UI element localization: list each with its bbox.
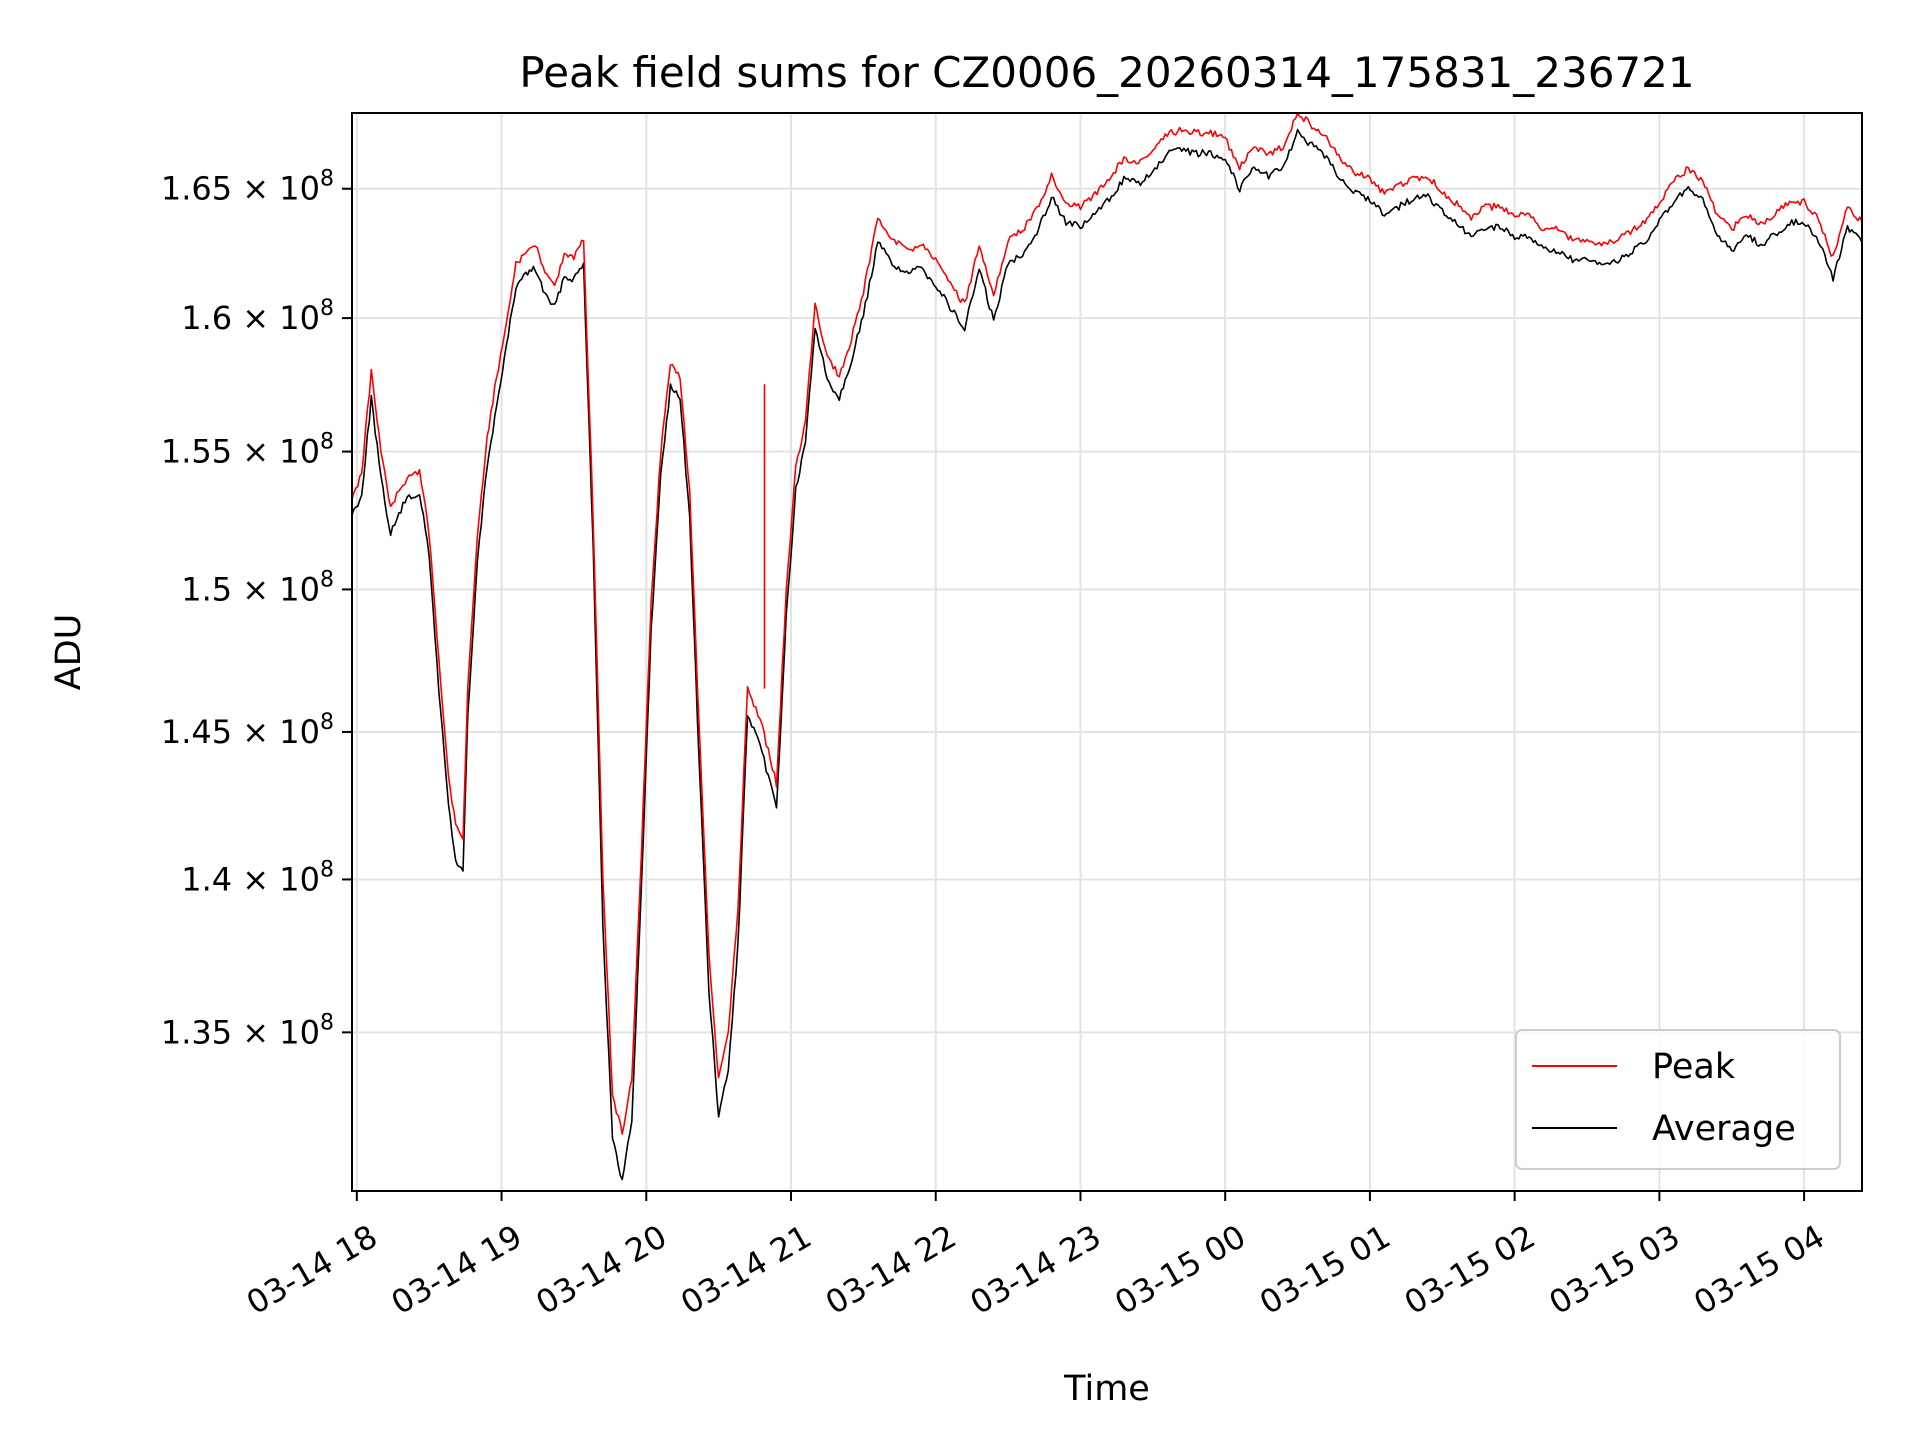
y-tick-label: 1.5 × 108 <box>181 567 334 608</box>
x-tick-label: 03-14 20 <box>529 1217 673 1322</box>
series-layer <box>351 112 1863 1181</box>
chart-title: Peak field sums for CZ0006_20260314_1758… <box>519 48 1694 97</box>
y-tick-label: 1.6 × 108 <box>181 296 334 337</box>
y-axis: 1.35 × 108 1.4 × 108 1.45 × 108 1.5 × 108 1.… <box>161 167 352 1051</box>
series-average-line <box>351 128 1863 1181</box>
y-tick-label: 1.4 × 108 <box>181 857 334 898</box>
x-tick-label: 03-14 19 <box>385 1217 529 1322</box>
x-tick-label: 03-15 04 <box>1687 1217 1831 1322</box>
x-tick-label: 03-14 23 <box>964 1217 1108 1322</box>
x-tick-label: 03-15 02 <box>1398 1217 1542 1322</box>
x-tick-label: 03-14 22 <box>819 1217 963 1322</box>
y-tick-label: 1.35 × 108 <box>161 1010 334 1051</box>
y-axis-label: ADU <box>49 614 89 691</box>
legend-box <box>1515 1029 1841 1170</box>
y-tick-label: 1.45 × 108 <box>161 710 334 751</box>
legend-average-label: Average <box>1652 1109 1796 1149</box>
x-axis: 03-14 18 03-14 19 03-14 20 03-14 21 03-14 22… <box>240 1191 1831 1322</box>
y-tick-label: 1.65 × 108 <box>161 167 334 208</box>
x-tick-label: 03-14 21 <box>674 1217 818 1322</box>
x-tick-label: 03-14 18 <box>240 1217 384 1322</box>
x-tick-label: 03-15 00 <box>1108 1217 1252 1322</box>
legend-peak-label: Peak <box>1652 1047 1736 1087</box>
gridlines <box>352 113 1862 1191</box>
y-tick-label: 1.55 × 108 <box>161 430 334 471</box>
x-tick-label: 03-15 03 <box>1543 1217 1687 1322</box>
legend: Peak Average <box>1515 1029 1841 1170</box>
x-tick-label: 03-15 01 <box>1253 1217 1397 1322</box>
plot-frame <box>351 112 1863 1192</box>
x-axis-label: Time <box>1063 1369 1150 1409</box>
series-peak-line <box>351 112 1863 1135</box>
